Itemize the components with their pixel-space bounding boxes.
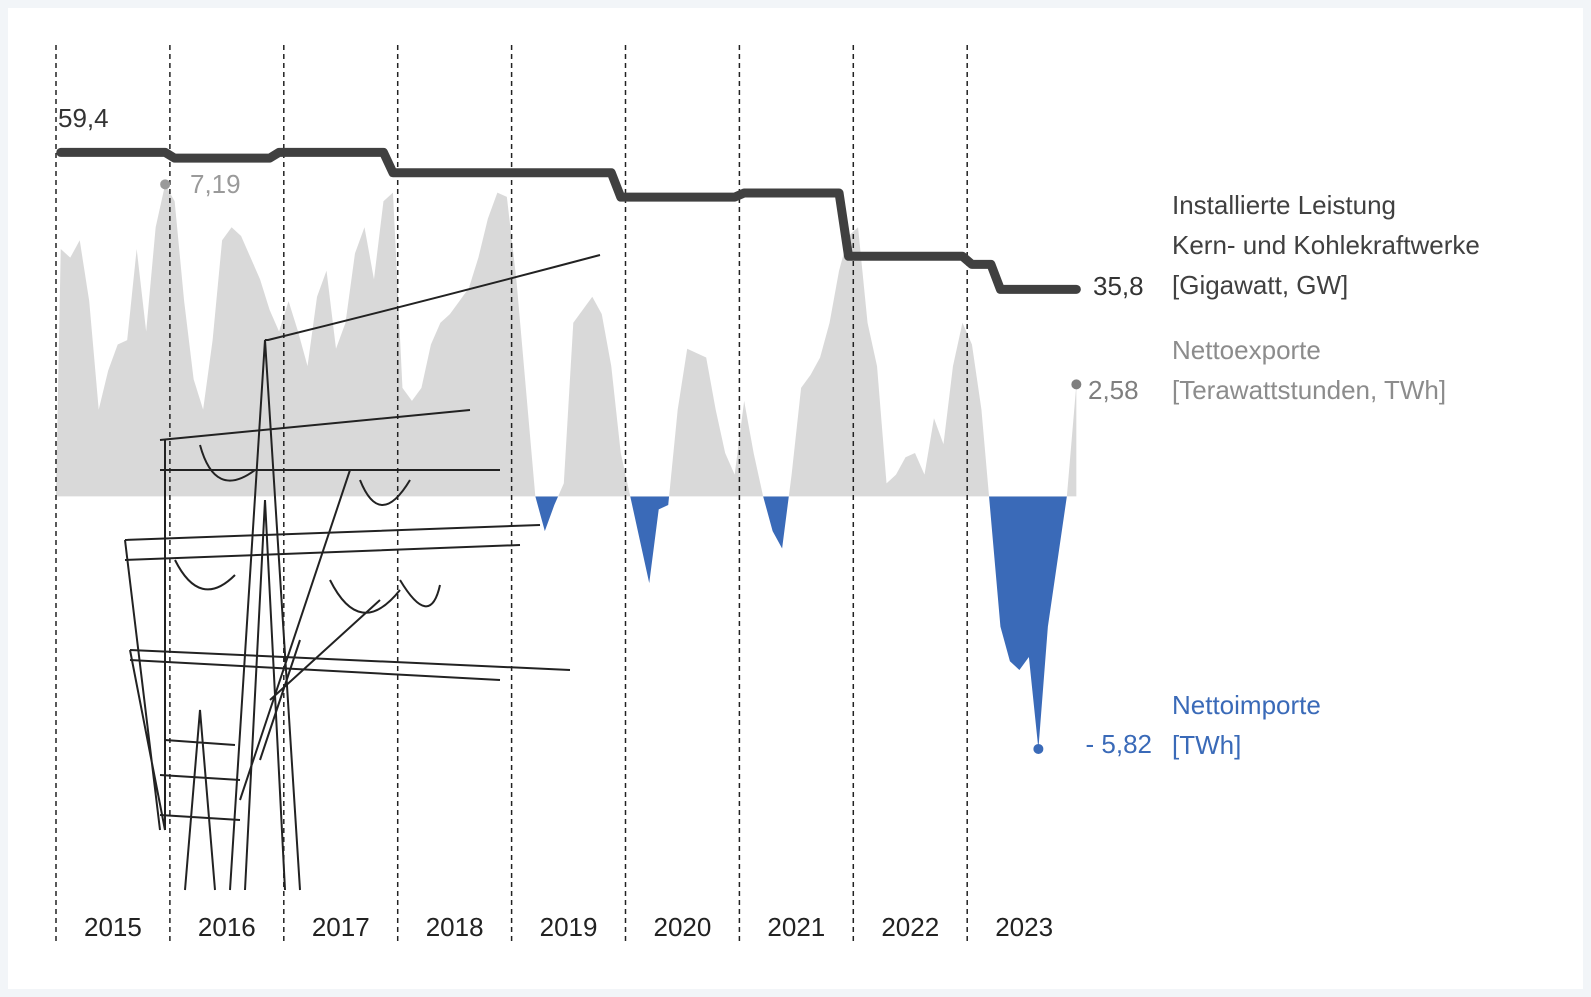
legend-label: [TWh]: [1172, 730, 1241, 760]
value-dot: [1071, 379, 1082, 390]
value-label: 2,58: [1088, 375, 1139, 405]
legend-label: Nettoexporte: [1172, 335, 1321, 365]
value-label: 59,4: [58, 103, 109, 133]
x-tick-label: 2016: [198, 912, 256, 942]
panel: [8, 8, 1583, 989]
x-tick-label: 2017: [312, 912, 370, 942]
value-label: 7,19: [190, 169, 241, 199]
legend-label: Kern- und Kohlekraftwerke: [1172, 230, 1480, 260]
x-tick-label: 2023: [995, 912, 1053, 942]
value-label: 35,8: [1093, 271, 1144, 301]
legend-label: [Gigawatt, GW]: [1172, 270, 1348, 300]
x-tick-label: 2015: [84, 912, 142, 942]
legend-label: Nettoimporte: [1172, 690, 1321, 720]
x-tick-label: 2022: [881, 912, 939, 942]
net-export-area: [56, 184, 1077, 749]
legend-label: [Terawattstunden, TWh]: [1172, 375, 1446, 405]
legend-label: Installierte Leistung: [1172, 190, 1396, 220]
value-dot: [160, 179, 171, 190]
value-label: - 5,82: [1086, 729, 1153, 759]
x-tick-label: 2018: [426, 912, 484, 942]
capacity-line: [56, 147, 1081, 294]
x-tick-label: 2021: [767, 912, 825, 942]
pylon-illustration: [124, 254, 601, 891]
value-dot: [1033, 743, 1044, 754]
x-tick-label: 2020: [654, 912, 712, 942]
x-tick-label: 2019: [540, 912, 598, 942]
area-layer: [56, 184, 1077, 749]
